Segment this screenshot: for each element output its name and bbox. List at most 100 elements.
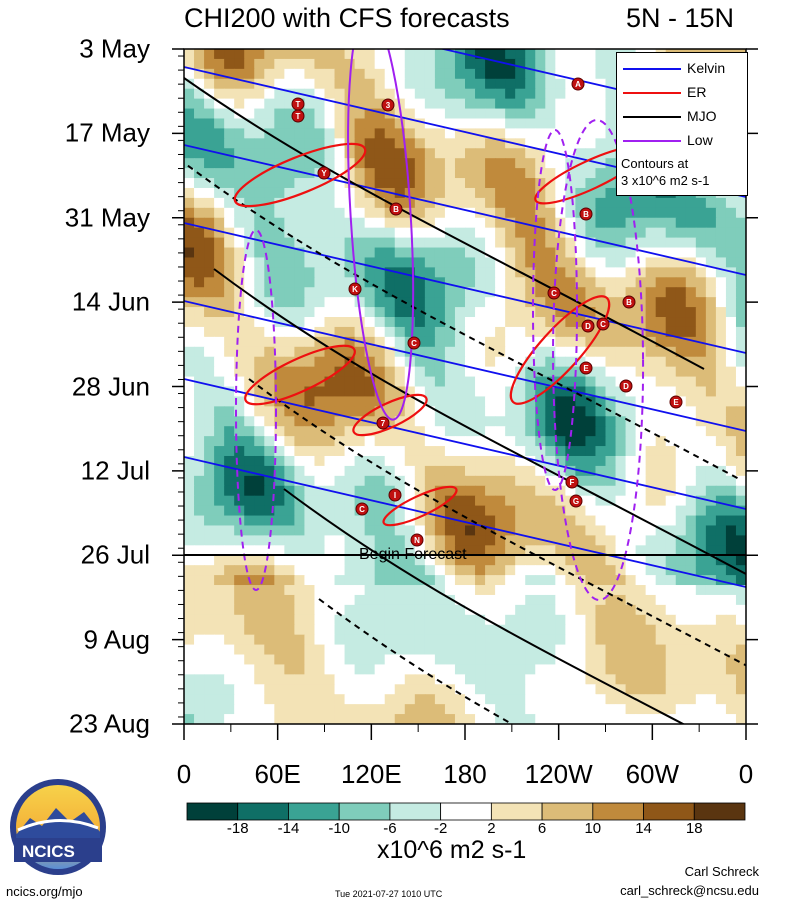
anomaly-cell	[264, 227, 275, 239]
anomaly-cell	[605, 158, 617, 169]
anomaly-cell	[254, 68, 265, 80]
anomaly-cell	[655, 575, 667, 586]
svg-text:C: C	[411, 339, 417, 348]
anomaly-cell	[354, 545, 366, 556]
anomaly-cell	[344, 237, 356, 249]
anomaly-cell	[264, 714, 275, 724]
anomaly-cell	[264, 664, 275, 675]
anomaly-cell	[224, 386, 235, 398]
anomaly-cell	[695, 267, 707, 278]
anomaly-cell	[665, 575, 677, 586]
anomaly-cell	[655, 346, 667, 358]
anomaly-cell	[515, 684, 526, 695]
anomaly-cell	[184, 49, 195, 60]
anomaly-cell	[254, 108, 265, 120]
anomaly-cell	[204, 505, 215, 517]
anomaly-cell	[334, 237, 346, 249]
anomaly-cell	[645, 376, 657, 388]
anomaly-cell	[645, 287, 657, 298]
anomaly-cell	[324, 674, 336, 685]
anomaly-cell	[184, 366, 195, 378]
anomaly-cell	[585, 49, 597, 60]
anomaly-cell	[585, 108, 597, 120]
anomaly-cell	[515, 714, 526, 724]
anomaly-cell	[605, 98, 617, 110]
anomaly-cell	[575, 346, 587, 358]
anomaly-cell	[424, 654, 436, 666]
anomaly-cell	[615, 237, 627, 249]
anomaly-cell	[595, 624, 607, 636]
anomaly-cell	[525, 346, 536, 358]
anomaly-cell	[705, 396, 717, 407]
anomaly-cell	[344, 406, 356, 417]
anomaly-cell	[655, 624, 667, 636]
anomaly-cell	[565, 49, 576, 60]
anomaly-cell	[725, 376, 737, 388]
anomaly-cell	[555, 416, 566, 427]
anomaly-cell	[555, 704, 566, 715]
anomaly-cell	[505, 138, 516, 149]
anomaly-cell	[384, 525, 396, 536]
anomaly-cell	[354, 535, 366, 546]
anomaly-cell	[324, 317, 336, 328]
anomaly-cell	[515, 138, 526, 149]
anomaly-cell	[194, 317, 205, 328]
anomaly-cell	[475, 704, 486, 715]
anomaly-cell	[424, 565, 436, 576]
anomaly-cell	[525, 366, 536, 378]
anomaly-cell	[635, 485, 647, 497]
anomaly-cell	[344, 297, 356, 308]
anomaly-cell	[404, 396, 416, 407]
anomaly-cell	[324, 545, 336, 556]
anomaly-cell	[635, 197, 647, 209]
anomaly-cell	[645, 585, 657, 596]
anomaly-cell	[394, 366, 406, 378]
anomaly-cell	[535, 416, 546, 427]
anomaly-cell	[444, 336, 456, 348]
anomaly-cell	[244, 277, 255, 288]
anomaly-cell	[294, 644, 306, 656]
anomaly-cell	[605, 187, 617, 199]
anomaly-cell	[665, 525, 677, 536]
anomaly-cell	[414, 118, 426, 130]
anomaly-cell	[434, 187, 446, 199]
anomaly-cell	[735, 297, 746, 308]
anomaly-cell	[505, 565, 516, 576]
anomaly-cell	[234, 148, 245, 159]
anomaly-cell	[605, 495, 617, 507]
anomaly-cell	[274, 406, 285, 417]
anomaly-cell	[264, 446, 275, 457]
anomaly-cell	[515, 396, 526, 407]
anomaly-cell	[394, 565, 406, 576]
anomaly-cell	[184, 485, 195, 497]
anomaly-cell	[314, 644, 326, 656]
anomaly-cell	[204, 585, 215, 596]
anomaly-cell	[495, 49, 506, 60]
anomaly-cell	[595, 376, 607, 388]
anomaly-cell	[525, 88, 536, 100]
anomaly-cell	[705, 287, 717, 298]
anomaly-cell	[324, 217, 336, 229]
anomaly-cell	[454, 366, 466, 378]
anomaly-cell	[344, 585, 356, 596]
anomaly-cell	[204, 217, 215, 229]
anomaly-cell	[414, 634, 426, 646]
anomaly-cell	[675, 644, 687, 656]
anomaly-cell	[364, 247, 376, 259]
anomaly-cell	[184, 525, 195, 536]
anomaly-cell	[314, 426, 326, 437]
kelvin-contour	[184, 222, 746, 354]
site-link[interactable]: ncics.org/mjo	[6, 884, 83, 899]
anomaly-cell	[555, 356, 566, 368]
anomaly-cell	[505, 297, 516, 308]
anomaly-cell	[555, 436, 566, 447]
anomaly-cell	[525, 406, 536, 417]
anomaly-cell	[545, 108, 556, 120]
anomaly-cell	[605, 684, 617, 695]
anomaly-cell	[434, 674, 446, 685]
anomaly-cell	[645, 634, 657, 646]
anomaly-cell	[404, 68, 416, 80]
anomaly-cell	[555, 346, 566, 358]
anomaly-cell	[434, 624, 446, 636]
anomaly-cell	[234, 565, 245, 576]
